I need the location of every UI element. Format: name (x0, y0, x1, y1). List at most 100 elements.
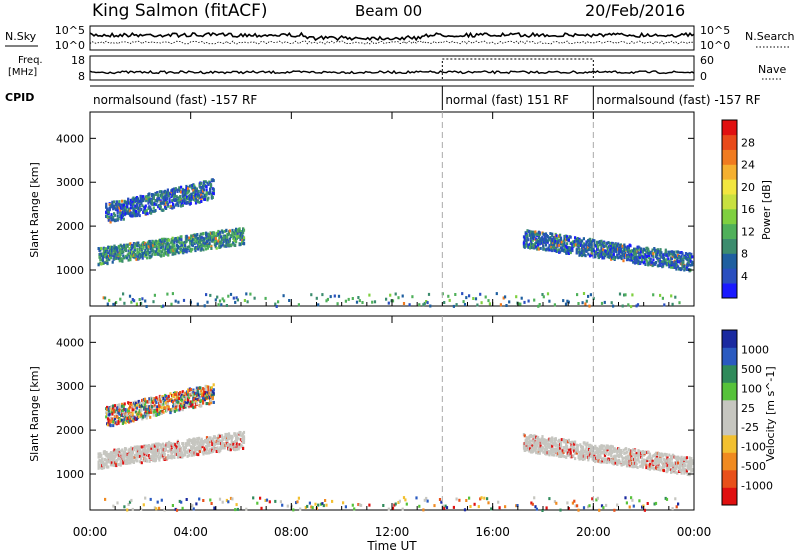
scatter-cell (197, 440, 200, 444)
scatter-cell (190, 185, 193, 189)
scatter-cell (110, 461, 113, 465)
scatter-cell (329, 295, 332, 299)
scatter-cell (672, 253, 675, 257)
scatter-cell (199, 185, 202, 189)
scatter-cell (580, 241, 583, 245)
scatter-cell (156, 197, 159, 201)
scatter-cell (118, 206, 121, 210)
scatter-cell (569, 251, 572, 255)
scatter-cell (235, 296, 238, 300)
scatter-cell (225, 304, 228, 307)
scatter-cell (129, 419, 132, 423)
scatter-cell (691, 260, 694, 264)
scatter-cell (315, 296, 318, 300)
scatter-cell (203, 304, 206, 308)
scatter-cell (113, 448, 116, 452)
scatter-cell (238, 437, 241, 441)
scatter-cell (173, 392, 176, 396)
scatter-cell (621, 304, 624, 308)
scatter-cell (554, 236, 557, 240)
scatter-cell (671, 302, 674, 306)
scatter-cell (602, 457, 605, 461)
scatter-cell (670, 252, 673, 256)
scatter-cell (505, 304, 508, 307)
nsearch-label: N.Search (745, 30, 795, 43)
scatter-cell (130, 300, 133, 304)
power-ylabel: Slant Range [km] (28, 162, 41, 258)
scatter-cell (132, 255, 135, 259)
scatter-cell (212, 400, 215, 404)
scatter-cell (107, 420, 110, 424)
scatter-cell (368, 293, 371, 297)
scatter-cell (138, 409, 141, 413)
scatter-cell (659, 293, 662, 297)
scatter-cell (159, 399, 162, 403)
nave-trace (441, 58, 594, 79)
scatter-cell (202, 401, 205, 405)
scatter-cell (225, 228, 228, 232)
scatter-cell (586, 442, 589, 446)
scatter-cell (229, 292, 233, 296)
scatter-cell (138, 203, 141, 207)
scatter-cell (224, 437, 227, 441)
scatter-cell (670, 257, 673, 261)
scatter-cell (138, 298, 141, 301)
scatter-cell (608, 445, 611, 449)
scatter-cell (561, 247, 564, 251)
scatter-cell (548, 453, 551, 457)
scatter-cell (663, 463, 666, 467)
scatter-cell (670, 462, 673, 466)
scatter-cell (569, 235, 572, 239)
scatter-cell (142, 195, 145, 199)
scatter-cell (98, 255, 101, 259)
scatter-cell (554, 442, 557, 446)
scatter-cell (153, 457, 156, 461)
scatter-cell (179, 391, 182, 394)
scatter-cell (541, 435, 544, 439)
scatter-cell (209, 293, 212, 297)
scatter-cell (226, 235, 229, 239)
scatter-cell (680, 471, 683, 475)
scatter-cell (563, 241, 566, 245)
scatter-cell (523, 300, 526, 304)
scatter-cell (264, 296, 267, 300)
scatter-cell (683, 471, 686, 475)
scatter-cell (199, 386, 202, 390)
scatter-cell (129, 198, 132, 202)
scatter-cell (631, 293, 634, 297)
scatter-cell (642, 458, 645, 462)
scatter-cell (164, 247, 167, 251)
scatter-cell (178, 186, 181, 190)
scatter-cell (620, 454, 623, 458)
scatter-cell (111, 412, 114, 416)
scatter-cell (124, 246, 128, 249)
scatter-cell (171, 245, 174, 249)
scatter-cell (193, 234, 196, 238)
scatter-cell (221, 297, 224, 301)
scatter-cell (672, 250, 675, 254)
scatter-cell (174, 406, 177, 410)
scatter-cell (675, 250, 678, 254)
scatter-cell (325, 299, 328, 303)
scatter-cell (143, 452, 146, 456)
scatter-cell (195, 187, 198, 191)
scatter-cell (174, 187, 177, 191)
scatter-cell (523, 434, 526, 438)
scatter-cell (561, 452, 564, 456)
scatter-cell (155, 396, 158, 400)
scatter-cell (105, 205, 108, 209)
scatter-cell (627, 254, 630, 258)
scatter-cell (681, 257, 684, 261)
scatter-cell (544, 235, 547, 239)
scatter-cell (115, 464, 118, 468)
freq-trace (89, 69, 695, 75)
colorbar-segment (722, 268, 737, 284)
scatter-cell (113, 244, 116, 248)
scatter-cell (109, 420, 112, 424)
scatter-cell (97, 466, 100, 470)
scatter-cell (599, 455, 602, 459)
scatter-cell (134, 256, 137, 260)
scatter-cell (563, 237, 566, 241)
scatter-cell (544, 238, 548, 242)
scatter-cell (121, 418, 124, 422)
